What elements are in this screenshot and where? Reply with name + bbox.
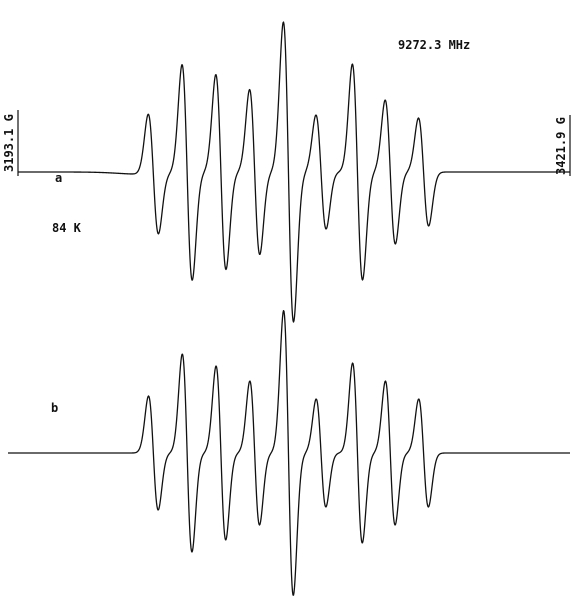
series-a-label: a [55,171,62,185]
temperature-label: 84 K [52,221,82,235]
field-start-label: 3193.1 G [2,114,16,172]
series-b-label: b [51,401,58,415]
frequency-label: 9272.3 MHz [398,38,470,52]
spectrum-trace-b [7,309,571,596]
field-end-label: 3421.9 G [554,117,568,175]
spectrum-trace-a [17,21,571,323]
